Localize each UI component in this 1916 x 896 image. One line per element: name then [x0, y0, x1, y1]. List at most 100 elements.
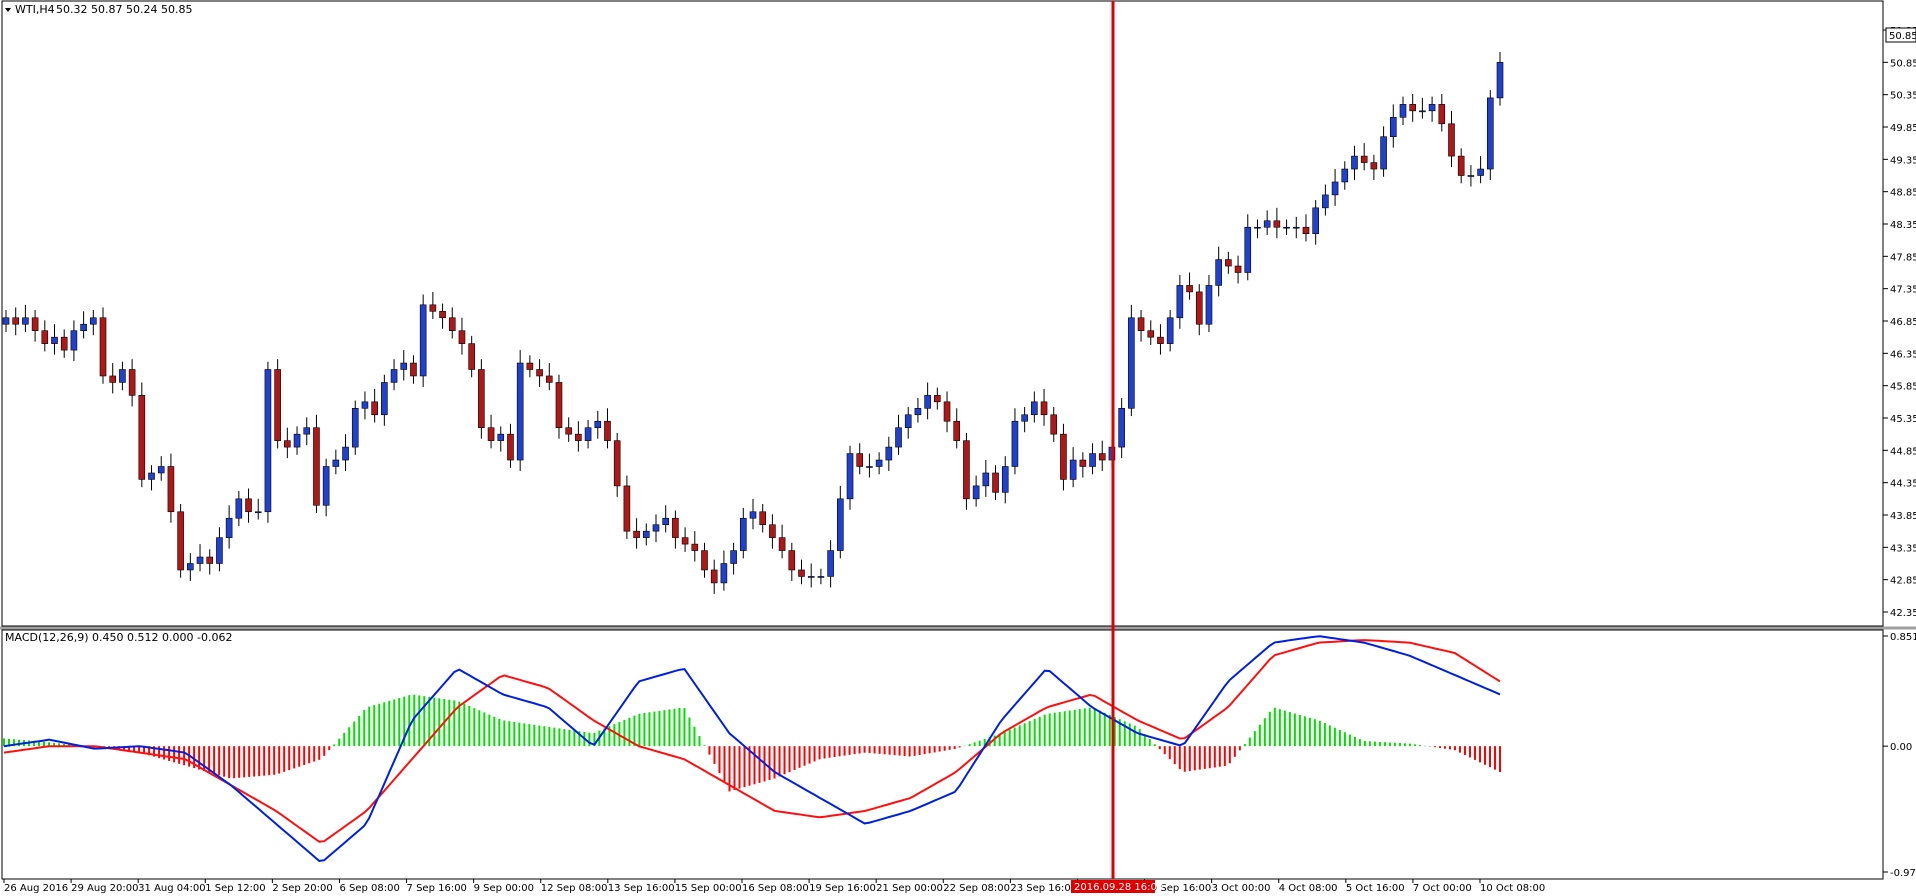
candle	[633, 530, 640, 538]
vline-date-label: 2016.09.28 16:00	[1074, 882, 1163, 893]
price-tick-label: 50.85	[1890, 58, 1916, 69]
candle	[730, 550, 737, 564]
macd-title: MACD(12,26,9) 0.450 0.512 0.000 -0.062	[5, 631, 232, 644]
candle	[216, 537, 223, 564]
candle	[1031, 401, 1038, 416]
candle	[720, 563, 728, 584]
candle	[904, 414, 912, 428]
candle	[1477, 168, 1484, 176]
candle	[41, 330, 49, 344]
candle	[856, 453, 864, 467]
ohlc-values: 50.32 50.87 50.24 50.85	[56, 3, 192, 16]
candle	[1292, 226, 1300, 229]
candle	[672, 517, 679, 538]
candle	[138, 395, 146, 480]
candle	[1263, 220, 1271, 228]
candle	[80, 323, 87, 332]
candle	[439, 310, 446, 319]
candle	[1157, 336, 1164, 344]
candle	[1195, 291, 1203, 325]
candle	[478, 369, 485, 429]
candle	[1341, 168, 1349, 183]
candle	[1254, 226, 1261, 229]
candle	[196, 556, 204, 564]
candle	[1011, 420, 1019, 467]
candle	[1128, 317, 1135, 409]
price-tick-label: 43.35	[1890, 543, 1916, 554]
last-price-tag	[1885, 27, 1916, 43]
time-tick-label: 4 Oct 08:00	[1279, 883, 1338, 894]
candle	[972, 485, 980, 500]
candle	[187, 563, 194, 571]
candle	[516, 362, 524, 461]
time-tick-label: 1 Sep 12:00	[205, 883, 265, 894]
candle	[381, 382, 388, 416]
candle	[710, 569, 718, 584]
candle	[701, 550, 708, 571]
candle	[274, 369, 281, 441]
candle	[613, 440, 621, 487]
candle	[1176, 285, 1184, 319]
candle	[953, 420, 961, 441]
candle	[148, 472, 155, 480]
candle	[1331, 181, 1339, 196]
candle	[1205, 285, 1213, 325]
candle	[642, 530, 650, 538]
candle	[536, 369, 543, 377]
price-tick-label: 49.35	[1890, 155, 1916, 166]
time-tick-label: 15 Sep 00:00	[675, 883, 742, 894]
time-tick-label: 2 Sep 20:00	[272, 883, 332, 894]
candle	[60, 336, 68, 351]
candle	[468, 343, 475, 370]
candle	[1389, 117, 1397, 138]
price-tick-label: 45.35	[1890, 414, 1916, 425]
candle	[1409, 104, 1416, 112]
candle	[807, 576, 815, 578]
price-tick-label: 46.85	[1890, 317, 1916, 328]
candle	[1486, 97, 1494, 170]
candle	[332, 459, 340, 467]
time-tick-label: 3 Oct 00:00	[1212, 883, 1271, 894]
time-tick-label: 16 Sep 08:00	[742, 883, 809, 894]
symbol-menu-triangle-icon[interactable]	[5, 8, 11, 12]
candle	[351, 407, 359, 448]
candle	[1360, 155, 1368, 163]
candle	[739, 517, 747, 551]
time-tick-label: 26 Aug 2016	[4, 883, 68, 894]
vline-date-tag	[1071, 880, 1155, 893]
candle	[90, 317, 97, 325]
candle	[128, 369, 136, 396]
time-tick-label: 6 Sep 08:00	[339, 883, 399, 894]
candle	[361, 401, 369, 409]
price-tick-label: 42.85	[1890, 576, 1916, 587]
time-tick-label: 31 Aug 04:00	[138, 883, 205, 894]
macd-chart	[3, 635, 1501, 862]
price-tick-label: 50.35	[1890, 91, 1916, 102]
candle	[1069, 459, 1077, 480]
price-tick-label: 47.85	[1890, 252, 1916, 263]
candle	[448, 317, 456, 331]
price-tick-label: 42.35	[1890, 608, 1916, 619]
candle	[662, 517, 669, 526]
candle	[70, 330, 78, 351]
candle	[924, 395, 931, 409]
time-axis: 26 Aug 2016 29 Aug 20:00 31 Aug 04:00 1 Sep…	[3, 879, 1545, 894]
candle	[458, 330, 466, 344]
candle	[99, 317, 107, 377]
candle	[487, 427, 495, 441]
candle	[1050, 414, 1058, 435]
candle	[109, 375, 117, 383]
candle	[1118, 407, 1125, 448]
candle	[681, 537, 689, 545]
price-tick-label: 44.35	[1890, 479, 1916, 490]
candle	[992, 472, 999, 493]
candle	[846, 453, 854, 500]
candle	[778, 537, 786, 551]
candle	[565, 427, 572, 435]
candle	[1457, 155, 1465, 176]
time-tick-label: 5 Oct 16:00	[1346, 883, 1405, 894]
price-tick-label: 48.85	[1890, 188, 1916, 199]
candle	[1283, 226, 1290, 229]
candle	[943, 401, 951, 422]
candle	[584, 427, 592, 441]
